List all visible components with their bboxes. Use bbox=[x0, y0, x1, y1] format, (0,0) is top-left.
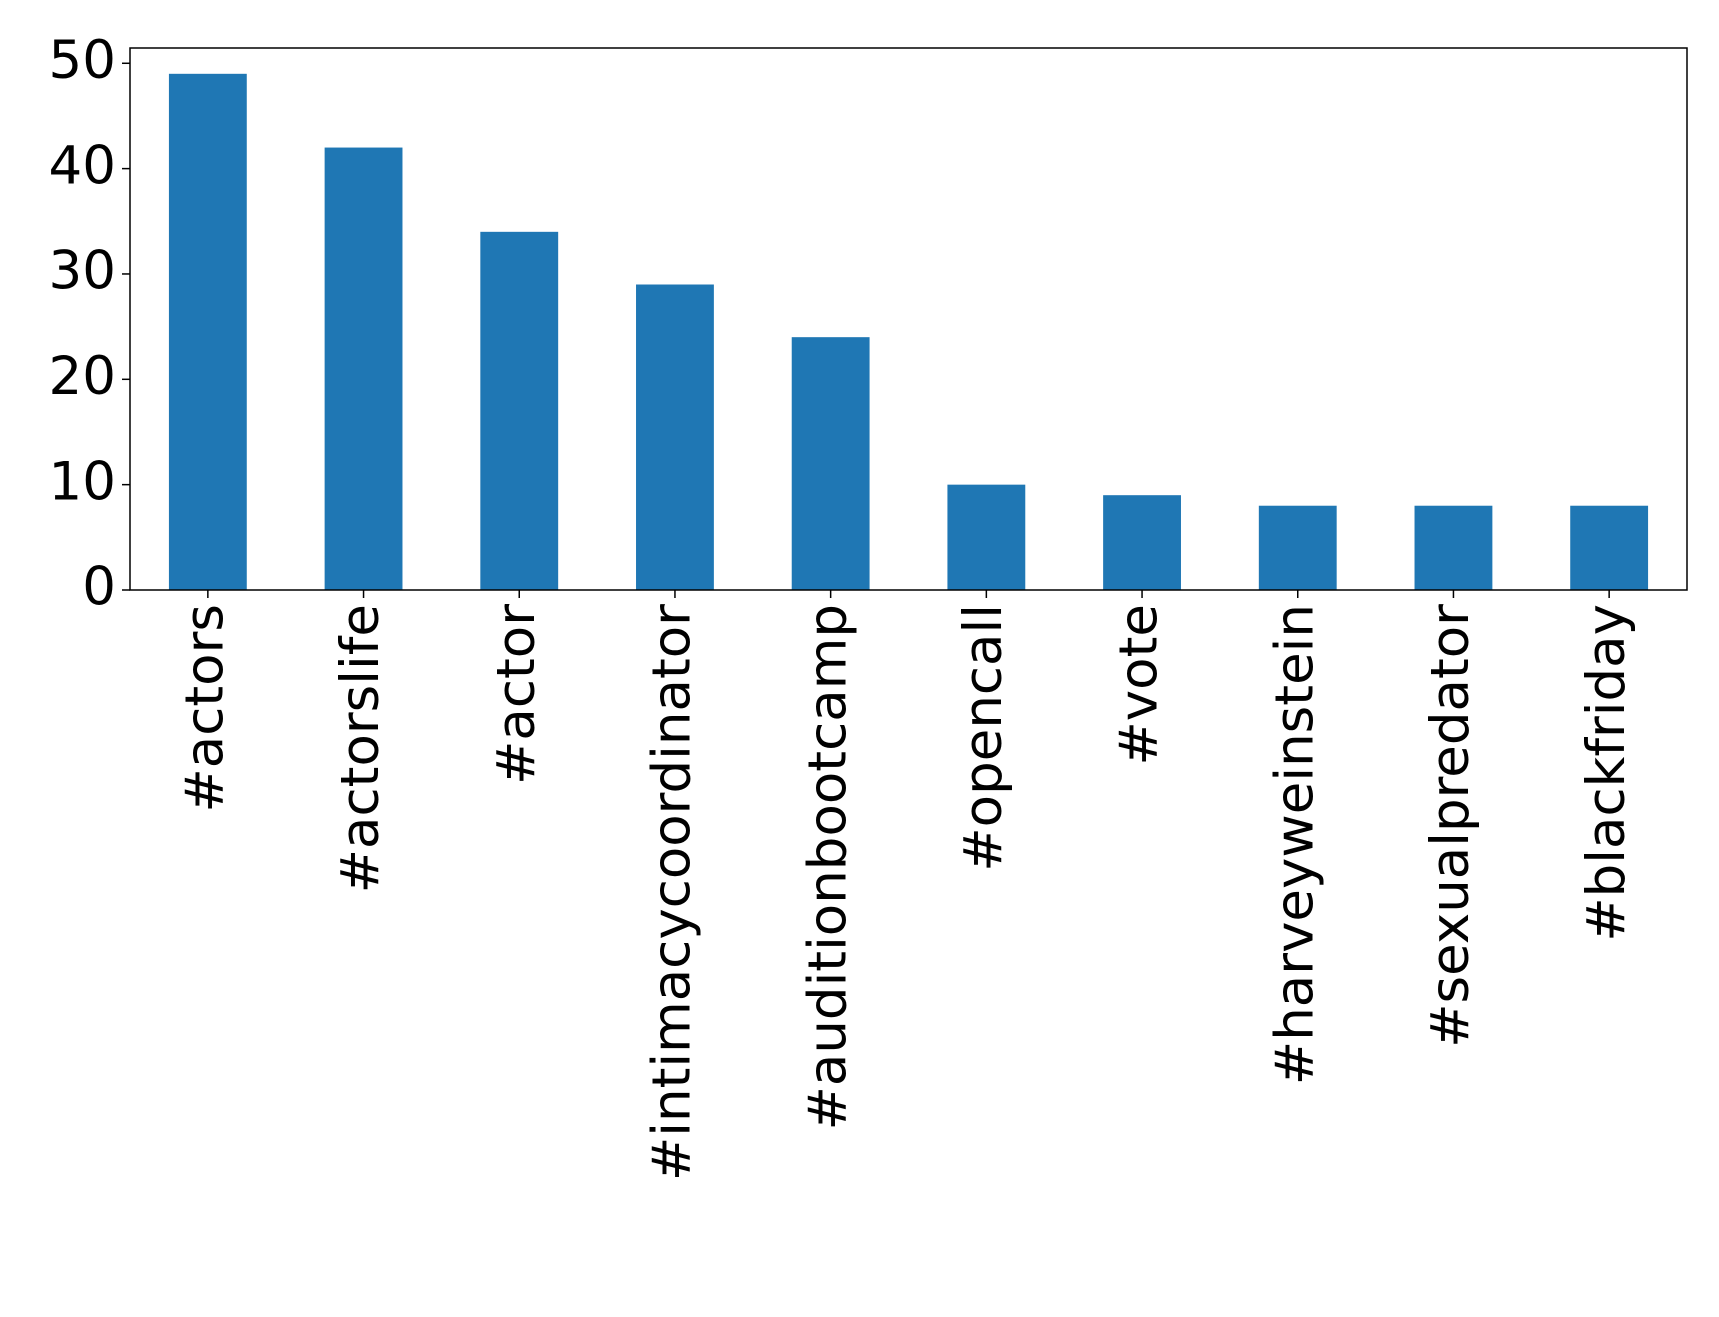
bar bbox=[1570, 505, 1649, 590]
y-tick-label: 10 bbox=[49, 451, 116, 512]
bar bbox=[480, 231, 559, 590]
bar bbox=[791, 337, 870, 590]
bar bbox=[168, 73, 247, 591]
x-tick-label: #actor bbox=[486, 604, 547, 785]
y-tick-label: 0 bbox=[82, 557, 116, 618]
x-tick-label: #actors bbox=[174, 604, 235, 813]
bar bbox=[1258, 505, 1337, 590]
x-tick-label: #blackfriday bbox=[1576, 604, 1637, 942]
bar bbox=[1414, 505, 1493, 590]
x-tick-label: #actorslife bbox=[330, 604, 391, 893]
plot-frame bbox=[129, 47, 1688, 591]
y-tick-label: 50 bbox=[49, 30, 116, 91]
bar bbox=[636, 284, 714, 590]
bar bbox=[1103, 495, 1181, 590]
x-tick-label: #intimacycoordinator bbox=[642, 604, 703, 1181]
bar bbox=[947, 484, 1026, 590]
y-tick-label: 40 bbox=[49, 135, 116, 196]
x-tick-label: #sexualpredator bbox=[1420, 604, 1481, 1048]
bar bbox=[324, 147, 403, 590]
y-tick-label: 30 bbox=[49, 241, 116, 302]
x-tick-label: #opencall bbox=[953, 604, 1014, 872]
x-tick-label: #harveyweinstein bbox=[1264, 604, 1325, 1085]
y-tick-label: 20 bbox=[49, 346, 116, 407]
x-tick-label: #auditionbootcamp bbox=[797, 604, 858, 1131]
x-tick-label: #vote bbox=[1109, 604, 1170, 766]
